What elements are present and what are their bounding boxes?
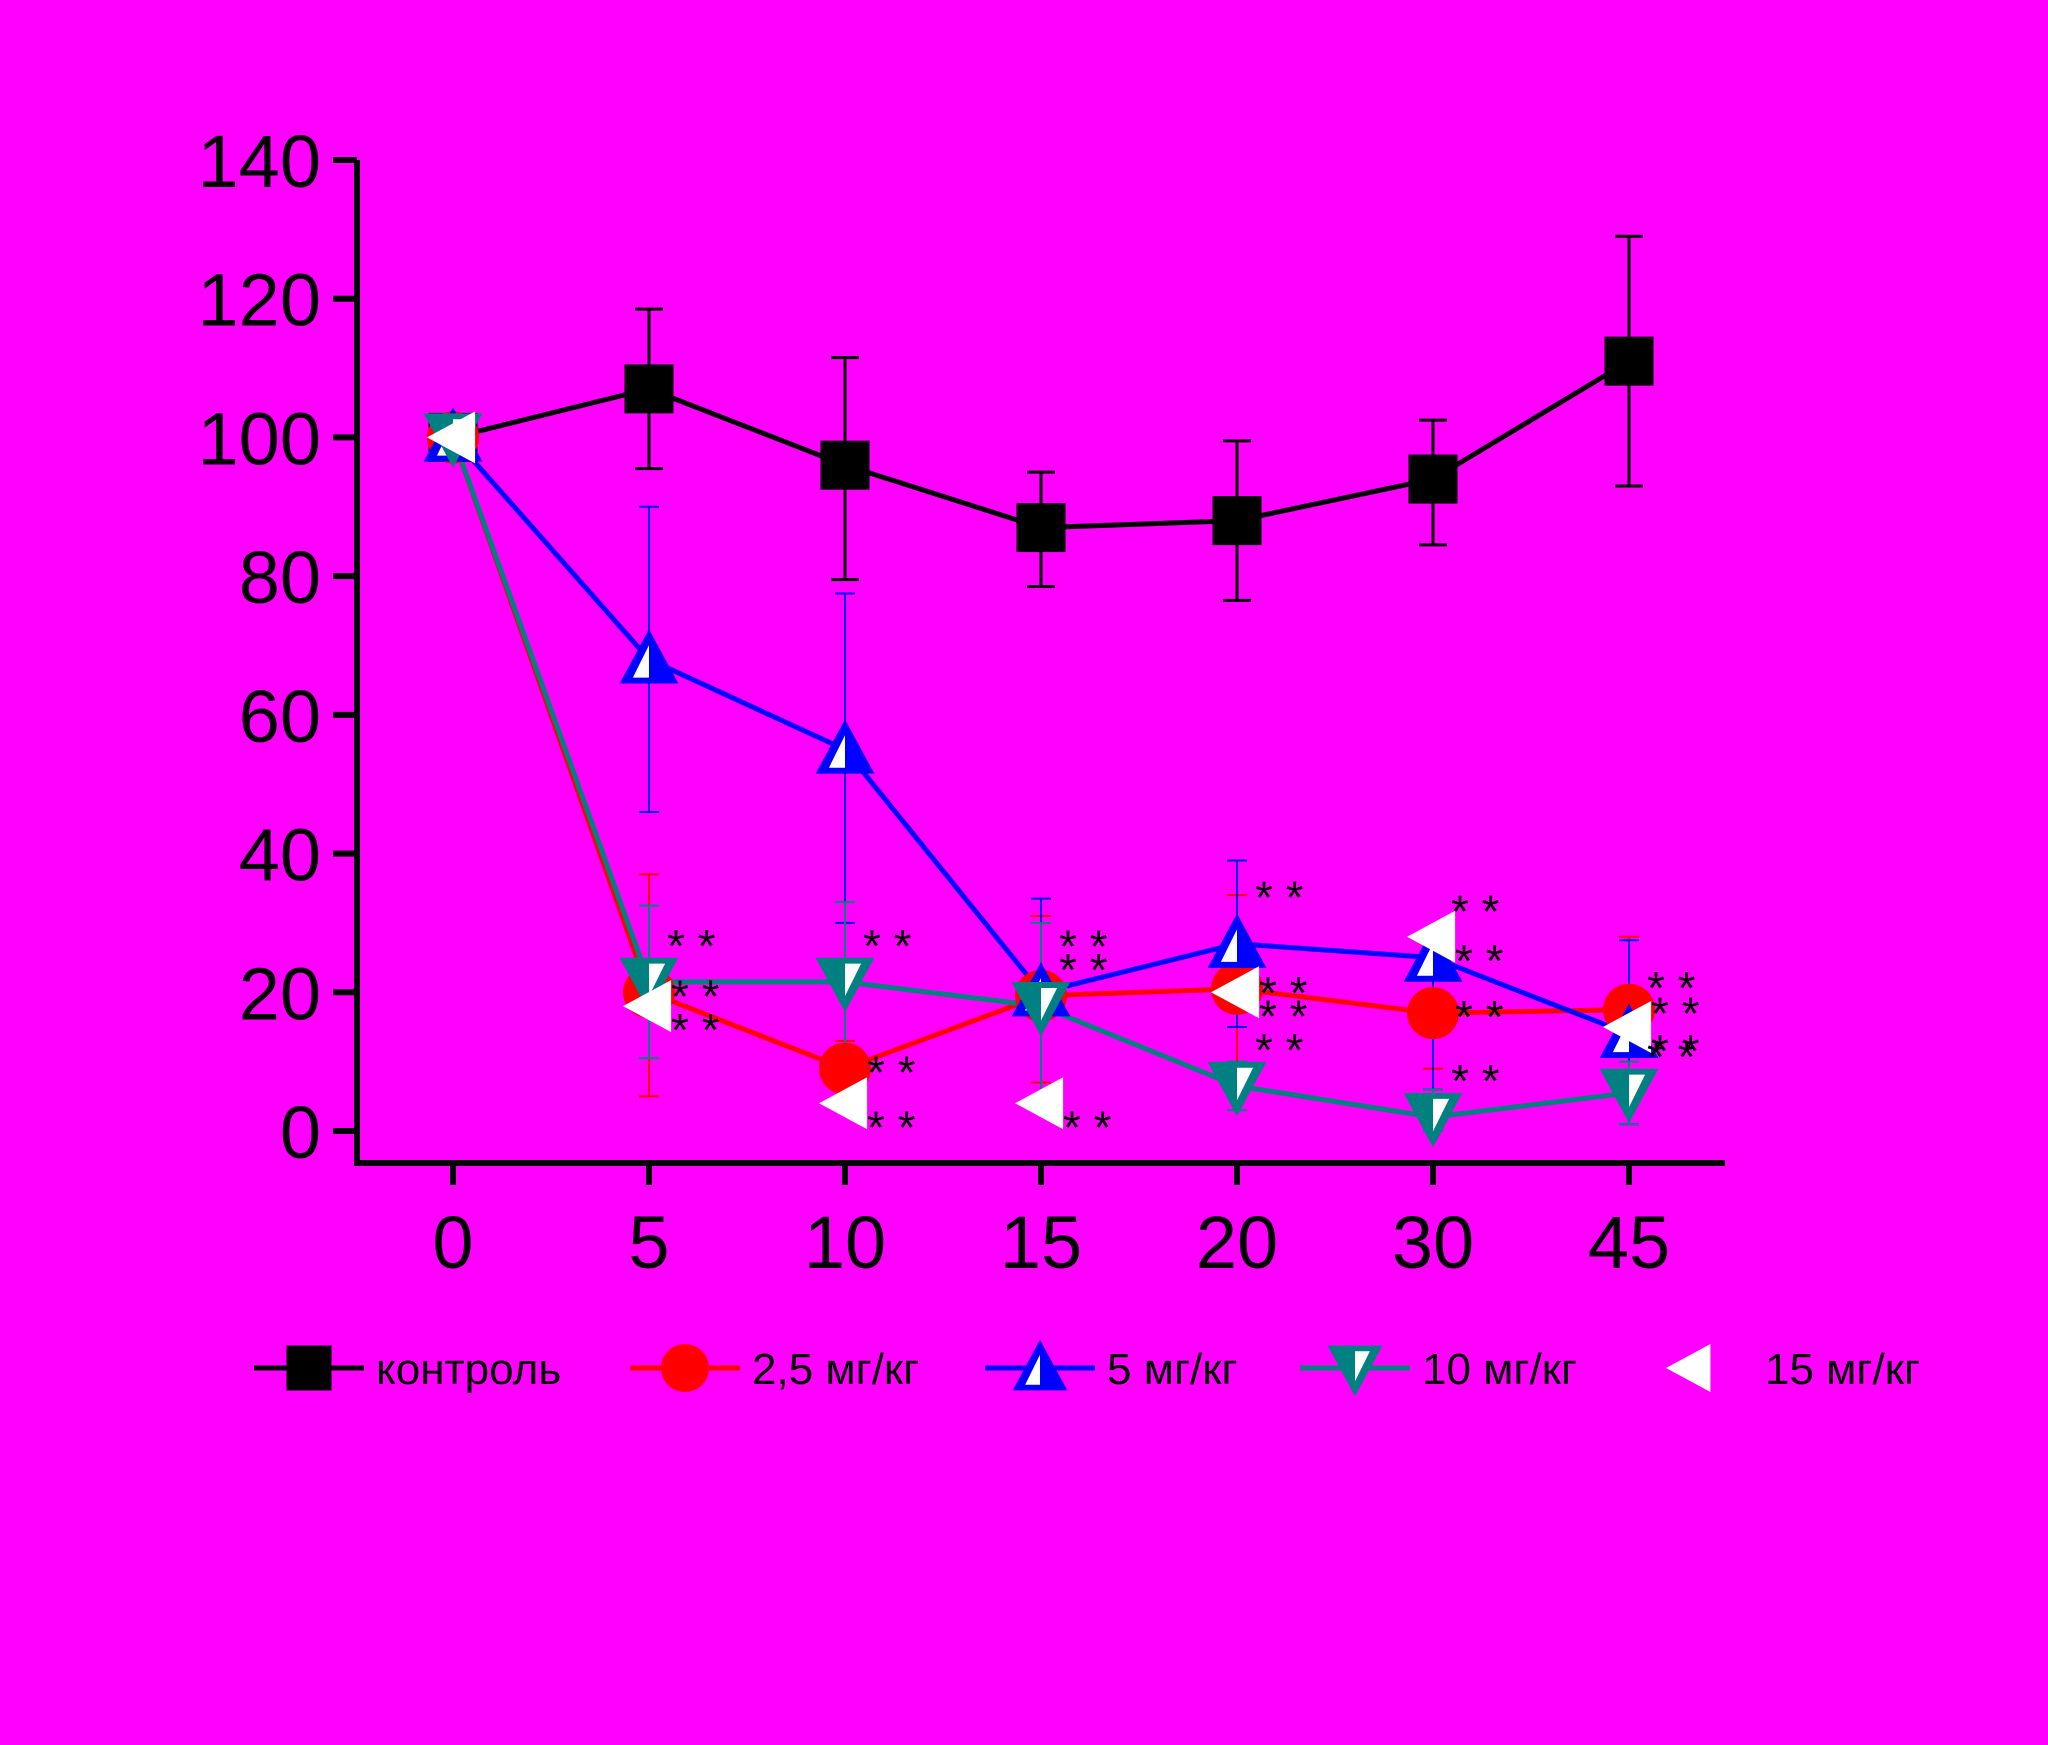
legend-marker-3 [1327, 1345, 1383, 1397]
y-tick-label-60: 60 [239, 675, 321, 758]
marker-0-3 [1016, 503, 1066, 553]
marker-3-6-highlight [1629, 1074, 1646, 1108]
x-tick-label-15: 15 [1000, 1201, 1082, 1284]
significance-mark-2-6: * * [1647, 962, 1696, 1014]
marker-4-2 [819, 1077, 868, 1130]
marker-0-1 [624, 364, 674, 414]
legend-marker-2 [1012, 1339, 1068, 1391]
marker-3-1-highlight [649, 963, 666, 997]
significance-mark-1-1: * * [671, 970, 720, 1022]
y-tick-label-120: 120 [198, 259, 321, 342]
x-tick-label-30: 30 [1392, 1201, 1474, 1284]
significance-mark-4-1: * * [671, 1004, 720, 1056]
legend-label-1: 2,5 мг/кг [752, 1345, 919, 1394]
significance-mark-2-4: * * [1255, 872, 1304, 924]
x-tick-label-45: 45 [1588, 1201, 1670, 1284]
legend-marker-1 [661, 1344, 709, 1392]
legend-item-4: 15 мг/кг [1666, 1344, 1920, 1394]
y-tick-label-20: 20 [239, 952, 321, 1035]
marker-4-5 [1407, 910, 1456, 963]
marker-4-1 [623, 980, 672, 1033]
significance-mark-4-4: * * [1259, 990, 1308, 1042]
marker-3-6 [1599, 1068, 1659, 1124]
legend-label-0: контроль [376, 1345, 561, 1394]
legend-item-3: 10 мг/кг [1300, 1345, 1577, 1397]
legend-label-3: 10 мг/кг [1422, 1345, 1577, 1394]
marker-0-6 [1604, 336, 1654, 386]
legend-marker-0 [286, 1345, 332, 1391]
significance-mark-1-4: * * [1259, 967, 1308, 1019]
legend-marker-2-highlight [1025, 1354, 1040, 1385]
x-tick-label-0: 0 [432, 1201, 473, 1284]
significance-mark-4-2: * * [867, 1101, 916, 1153]
series-markers [423, 336, 1659, 1148]
significance-mark-3-1: * * [667, 920, 716, 972]
significance-mark-3-4: * * [1255, 1024, 1304, 1076]
marker-4-3 [1015, 1077, 1064, 1130]
x-tick-label-10: 10 [804, 1201, 886, 1284]
significance-mark-4-6: * * [1651, 1025, 1700, 1077]
significance-mark-1-2: * * [867, 1047, 916, 1099]
marker-1-2 [819, 1042, 871, 1095]
marker-2-4 [1207, 913, 1267, 968]
marker-3-1 [619, 957, 679, 1013]
axes: 0 20 40 60 80 100 120 140 0 5 10 15 20 30 45 [198, 120, 1725, 1284]
marker-0-4 [1212, 496, 1262, 546]
legend-item-0: контроль [254, 1345, 561, 1394]
marker-2-5-highlight [1416, 943, 1433, 976]
x-tick-label-20: 20 [1196, 1201, 1278, 1284]
y-tick-label-140: 140 [198, 120, 321, 203]
significance-mark-3-2: * * [863, 920, 912, 972]
significance-marks: * ** ** * * * * ** ** * * ** ** * * * * ** **… [667, 872, 1700, 1154]
x-tick-label-5: 5 [628, 1201, 669, 1284]
marker-3-5 [1403, 1093, 1463, 1148]
significance-mark-3-6: * * [1647, 1031, 1696, 1083]
marker-1-5 [1407, 987, 1459, 1040]
marker-0-5 [1408, 454, 1458, 504]
significance-mark-3-3: * * [1059, 944, 1108, 996]
y-tick-label-80: 80 [239, 536, 321, 619]
marker-3-3-highlight [1041, 987, 1058, 1021]
marker-2-2 [815, 719, 875, 774]
legend-label-2: 5 мг/кг [1107, 1345, 1238, 1394]
marker-4-0 [427, 411, 476, 464]
significance-mark-1-5: * * [1455, 991, 1504, 1043]
legend: контроль 2,5 мг/кг 5 мг/кг 10 мг/кг 15 мг/кг [254, 1339, 1920, 1397]
legend-label-4: 15 мг/кг [1765, 1345, 1920, 1394]
marker-2-2-highlight [828, 735, 845, 768]
marker-3-5-highlight [1433, 1098, 1450, 1132]
marker-3-4 [1207, 1061, 1267, 1117]
significance-mark-2-3: * * [1059, 920, 1108, 972]
marker-3-3 [1011, 982, 1071, 1037]
y-tick-label-100: 100 [198, 397, 321, 480]
y-tick-label-40: 40 [239, 814, 321, 897]
marker-4-6 [1603, 1000, 1652, 1053]
significance-mark-3-5: * * [1451, 1055, 1500, 1107]
marker-3-2 [815, 957, 875, 1013]
marker-2-1 [619, 629, 679, 684]
significance-mark-4-5: * * [1455, 935, 1504, 987]
significance-mark-2-5: * * [1451, 886, 1500, 938]
marker-2-1-highlight [632, 645, 649, 678]
marker-2-6-highlight [1612, 1019, 1629, 1053]
legend-marker-3-highlight [1355, 1351, 1370, 1382]
marker-4-4 [1211, 966, 1260, 1019]
marker-3-2-highlight [845, 963, 862, 997]
marker-3-4-highlight [1237, 1067, 1254, 1101]
significance-mark-4-3: * * [1063, 1101, 1112, 1153]
marker-2-4-highlight [1220, 929, 1237, 962]
y-tick-label-0: 0 [280, 1091, 321, 1174]
legend-marker-4 [1666, 1344, 1711, 1392]
legend-item-2: 5 мг/кг [985, 1339, 1238, 1394]
marker-0-2 [820, 440, 870, 490]
significance-mark-1-6: * * [1651, 988, 1700, 1040]
legend-item-1: 2,5 мг/кг [630, 1344, 919, 1394]
